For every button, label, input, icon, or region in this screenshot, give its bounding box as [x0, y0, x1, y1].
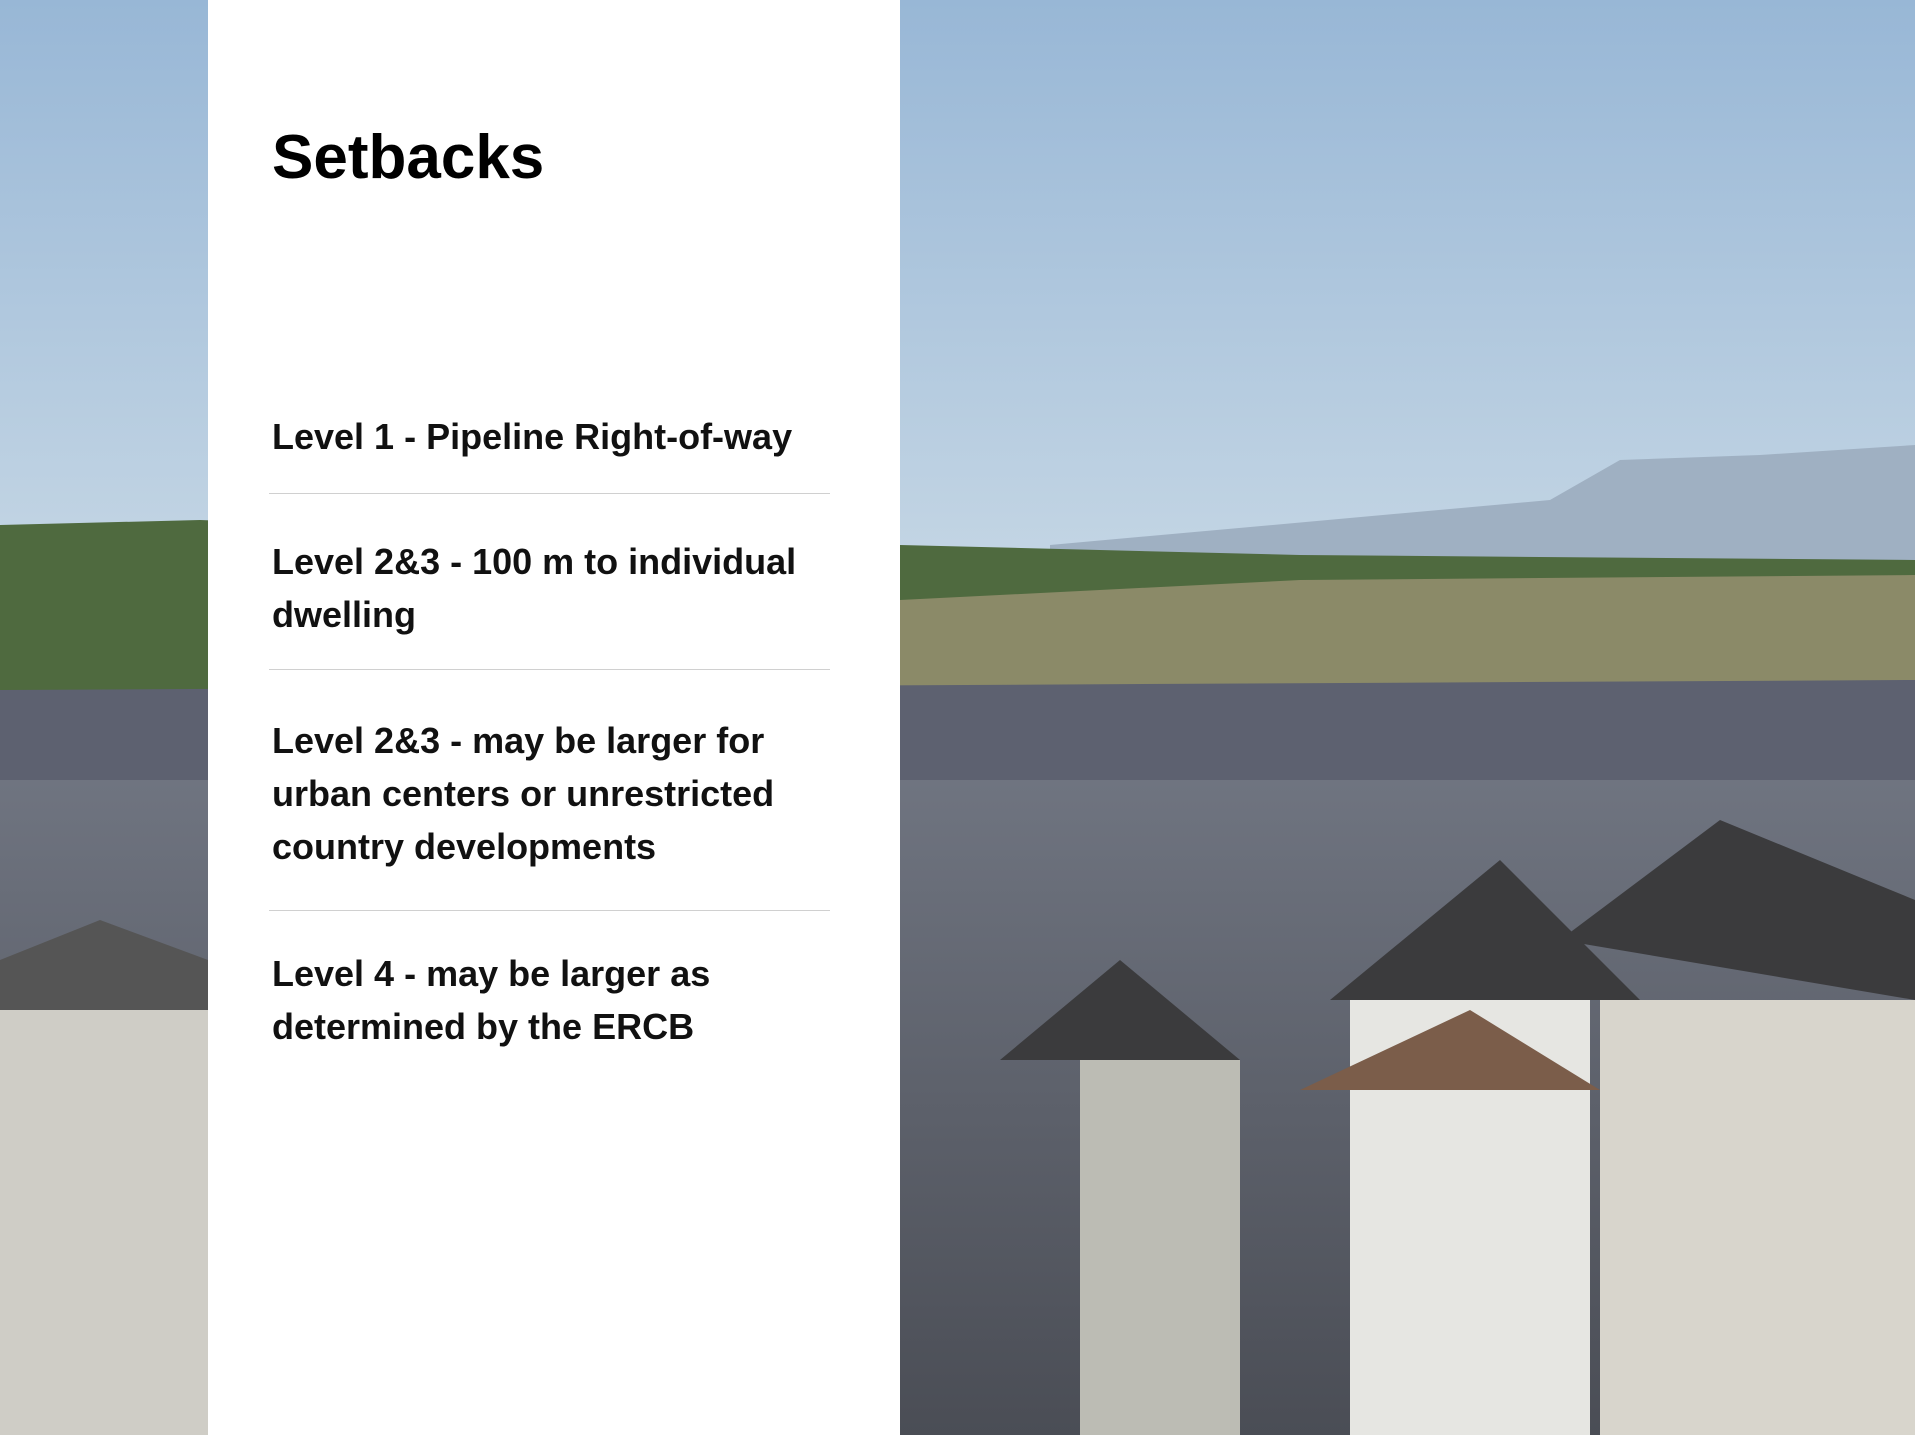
- divider: [269, 910, 830, 911]
- list-item: Level 2&3 - 100 m to individual dwelling: [272, 535, 872, 641]
- slide-title: Setbacks: [272, 122, 544, 193]
- slide: Setbacks Level 1 - Pipeline Right-of-way…: [0, 0, 1915, 1435]
- list-item: Level 4 - may be larger as determined by…: [272, 947, 872, 1053]
- divider: [269, 493, 830, 494]
- list-item: Level 1 - Pipeline Right-of-way: [272, 410, 872, 463]
- text-panel: Setbacks Level 1 - Pipeline Right-of-way…: [208, 0, 900, 1435]
- divider: [269, 669, 830, 670]
- list-item: Level 2&3 - may be larger for urban cent…: [272, 714, 872, 873]
